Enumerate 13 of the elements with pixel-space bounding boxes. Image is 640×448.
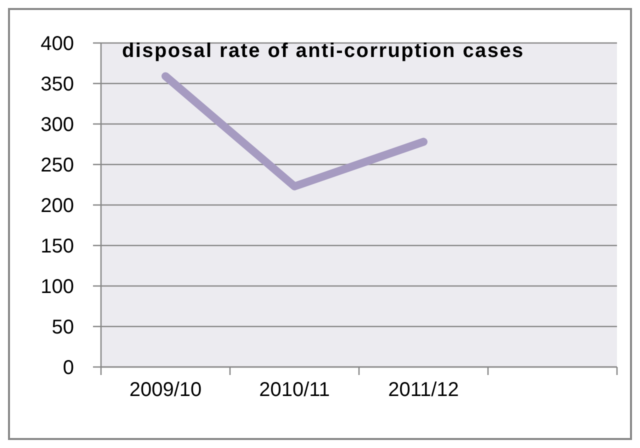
y-tick-label: 300: [40, 114, 74, 136]
y-tick-label: 150: [40, 236, 74, 258]
x-tick-label: 2009/10: [129, 379, 202, 401]
y-tick-label: 350: [40, 74, 74, 96]
y-tick-label: 400: [40, 33, 74, 56]
y-tick-label: 200: [40, 195, 74, 218]
chart-title: disposal rate of anti-corruption cases: [122, 40, 524, 63]
x-tick-label: 2011/12: [388, 379, 459, 401]
y-tick-label: 50: [52, 316, 74, 339]
x-tick-label: 2010/11: [259, 379, 330, 401]
y-tick-label: 250: [40, 154, 74, 177]
y-tick-label: 100: [40, 276, 74, 298]
y-tick-label: 0: [62, 357, 74, 380]
